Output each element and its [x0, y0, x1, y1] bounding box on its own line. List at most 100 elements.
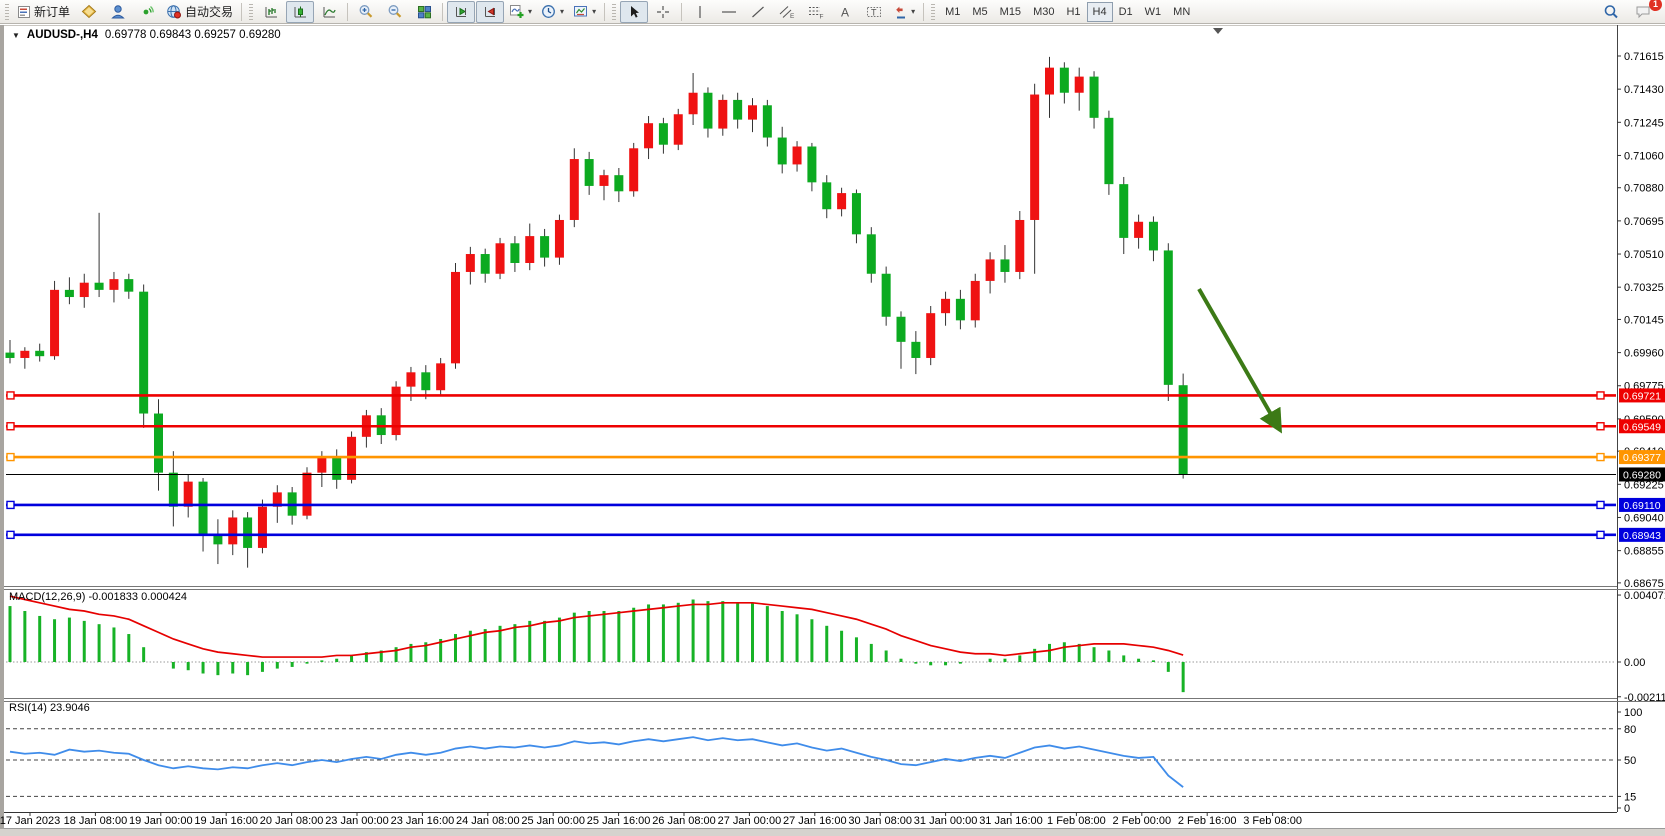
timeframe-button-M30[interactable]: M30 — [1033, 5, 1055, 18]
timeframe-button-M15[interactable]: M15 — [999, 5, 1022, 18]
candle — [465, 254, 475, 272]
horizontal-line-0.69721[interactable]: 0.69721 — [6, 388, 1665, 403]
svg-text:3 Feb 08:00: 3 Feb 08:00 — [1243, 815, 1302, 827]
candle — [733, 99, 743, 120]
arrows-tool-button[interactable]: ▾ — [889, 1, 919, 23]
text-tool-button[interactable]: A — [831, 1, 859, 23]
candle — [569, 159, 579, 220]
svg-text:0.00: 0.00 — [1624, 657, 1645, 669]
auto-trading-label: 自动交易 — [185, 5, 234, 19]
auto-scroll-button[interactable] — [447, 0, 476, 23]
chart-canvas[interactable]: 0.71615 0.71430 0.71245 0.71060 0.70880 0.706… — [0, 25, 1665, 836]
horizontal-line-0.69377[interactable]: 0.69377 — [6, 450, 1665, 465]
bar-chart-icon — [264, 5, 279, 19]
tile-windows-button[interactable] — [410, 1, 438, 23]
candle — [451, 271, 460, 364]
cursor-button[interactable] — [620, 0, 649, 23]
toolbar-grip[interactable] — [5, 3, 9, 20]
candle — [777, 137, 787, 165]
candle — [584, 159, 594, 186]
collapse-arrow-icon[interactable]: ▼ — [12, 30, 20, 40]
timeframe-button-M1[interactable]: M1 — [945, 5, 961, 18]
candle — [139, 291, 149, 414]
svg-text:0.70880: 0.70880 — [1624, 183, 1664, 195]
fibonacci-tool-button[interactable]: F — [802, 1, 830, 23]
horizontal-line-0.68943[interactable]: 0.68943 — [6, 527, 1665, 542]
chat-button[interactable]: 1 — [1629, 0, 1662, 23]
separator — [442, 2, 444, 21]
timeframe-button-D1[interactable]: D1 — [1118, 5, 1133, 18]
svg-text:25 Jan 00:00: 25 Jan 00:00 — [521, 815, 585, 827]
timeframe-button-H4[interactable]: H4 — [1086, 1, 1113, 22]
candle — [1000, 259, 1010, 272]
zoom-in-button[interactable] — [352, 1, 380, 23]
candle — [228, 517, 238, 545]
candle — [837, 193, 847, 210]
candle — [64, 289, 74, 298]
timeframe-button-W1[interactable]: W1 — [1144, 5, 1162, 18]
toolbar-grip[interactable] — [612, 3, 617, 20]
horizontal-line-0.69549[interactable]: 0.69549 — [6, 419, 1665, 434]
text-label-icon: T — [866, 5, 882, 19]
candle — [540, 236, 550, 258]
candle — [673, 114, 683, 145]
indicators-button[interactable]: ▾ — [505, 1, 536, 23]
horizontal-line-0.69110[interactable]: 0.69110 — [6, 497, 1665, 512]
toolbar-grip[interactable] — [249, 3, 254, 20]
candle — [5, 352, 15, 358]
svg-text:17 Jan 2023: 17 Jan 2023 — [0, 815, 60, 827]
bar-chart-button[interactable] — [257, 1, 285, 23]
trend-arrow-annotation[interactable] — [1197, 288, 1282, 434]
candlestick-icon — [293, 5, 308, 19]
candlestick-chart-button[interactable] — [286, 0, 315, 23]
svg-text:0.69377: 0.69377 — [1623, 452, 1661, 464]
timeframe-buttons: M1 M5 M15 M30 H1 H4 D1 W1 MN — [939, 1, 1196, 22]
candle — [896, 316, 906, 342]
macd-indicator-label: MACD(12,26,9) -0.001833 0.000424 — [9, 591, 187, 603]
rsi-panel: 100 80 50 150 — [6, 707, 1642, 815]
candle — [1178, 385, 1188, 475]
person-icon — [110, 4, 126, 19]
line-chart-button[interactable] — [315, 1, 343, 23]
timeframe-button-M5[interactable]: M5 — [972, 5, 988, 18]
chart-symbol-period: AUDUSD-,H4 — [26, 29, 98, 41]
macd-signal-line — [9, 595, 1184, 658]
timeframe-button-MN[interactable]: MN — [1173, 5, 1191, 18]
new-order-button[interactable]: 新订单 — [13, 1, 74, 23]
timeframe-button-H1[interactable]: H1 — [1066, 5, 1081, 18]
horizontal-line-tool-button[interactable] — [715, 1, 743, 23]
svg-text:-0.002114: -0.002114 — [1624, 692, 1665, 704]
vertical-line-tool-button[interactable] — [686, 1, 714, 23]
toolbar: 新订单 自动交易 — [0, 0, 1665, 24]
auto-trading-button[interactable]: 自动交易 — [162, 1, 237, 23]
data-window-button[interactable] — [104, 1, 132, 23]
chevron-down-icon: ▾ — [911, 6, 916, 16]
zoom-out-button[interactable] — [381, 1, 409, 23]
crosshair-button[interactable] — [649, 1, 677, 23]
candle — [495, 243, 505, 274]
search-button[interactable] — [1597, 1, 1625, 23]
channel-tool-button[interactable]: E — [773, 1, 801, 23]
svg-text:31 Jan 00:00: 31 Jan 00:00 — [914, 815, 978, 827]
periods-button[interactable]: ▾ — [537, 1, 568, 23]
candle — [1059, 67, 1069, 93]
navigator-button[interactable] — [133, 1, 161, 23]
svg-text:0.68943: 0.68943 — [1623, 530, 1661, 542]
templates-button[interactable]: ▾ — [569, 1, 600, 23]
chart-frame — [0, 25, 1665, 836]
add-indicator-icon — [509, 4, 525, 19]
chart-shift-button[interactable] — [476, 0, 505, 23]
svg-text:15: 15 — [1624, 791, 1636, 803]
svg-text:F: F — [820, 13, 824, 19]
svg-text:0.71245: 0.71245 — [1624, 117, 1664, 129]
label-tool-button[interactable]: T — [860, 1, 888, 23]
trendline-tool-button[interactable] — [744, 1, 772, 23]
candle — [213, 533, 223, 545]
svg-text:50: 50 — [1624, 755, 1636, 767]
chart-shift-marker[interactable] — [1213, 28, 1223, 34]
toolbar-grip[interactable] — [931, 3, 936, 20]
chevron-down-icon: ▾ — [528, 6, 533, 16]
text-a-icon: A — [839, 5, 851, 19]
market-watch-button[interactable] — [75, 1, 103, 23]
